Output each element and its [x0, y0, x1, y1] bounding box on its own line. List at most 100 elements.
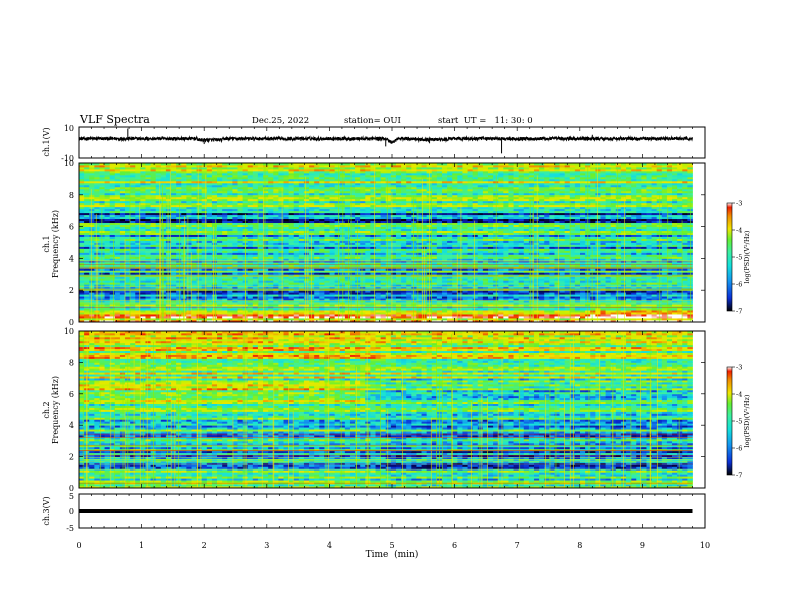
- spectrogram-cell: [390, 320, 397, 323]
- spectrogram-cell: [605, 314, 612, 317]
- spectrogram-cell: [534, 314, 540, 317]
- spectrogram-cell: [416, 318, 422, 321]
- spectrogram-cell: [375, 318, 382, 321]
- spectrogram-cell: [672, 310, 678, 313]
- spectrogram-cell: [125, 312, 131, 315]
- spectrogram-cell: [406, 314, 412, 317]
- spectrogram-cell: [293, 314, 300, 317]
- spectrogram-cell: [615, 318, 622, 321]
- spectrogram-cell: [687, 316, 693, 319]
- spectrogram-cell: [288, 316, 295, 319]
- spectrogram-cell: [329, 314, 336, 317]
- spectrogram-cell: [191, 320, 197, 323]
- spectrogram-cell: [181, 314, 187, 317]
- spectrogram-cell: [467, 316, 474, 319]
- spectrogram-cell: [554, 314, 560, 317]
- spectrogram-cell: [416, 308, 422, 311]
- spectrogram-cell: [191, 318, 197, 321]
- spectrogram-cell: [574, 316, 581, 319]
- spectrogram-cell: [119, 304, 126, 307]
- spectrogram-cell: [518, 310, 525, 313]
- spectrogram-cell: [94, 314, 100, 317]
- spectrogram-cell: [334, 308, 341, 311]
- spectrogram-cell: [441, 316, 448, 319]
- spectrogram-cell: [682, 310, 688, 313]
- spectrogram-cell: [385, 310, 392, 313]
- spectrogram-cell: [247, 320, 254, 323]
- spectrogram-cell: [344, 314, 351, 317]
- spectrogram-cell: [472, 318, 479, 321]
- spectrogram-cell: [528, 312, 535, 315]
- spectrogram-cell: [569, 318, 576, 321]
- date-label: Dec.25, 2022: [252, 116, 309, 126]
- spectrogram-cell: [278, 314, 284, 317]
- spectrogram-cell: [181, 308, 187, 311]
- spectrogram-cell: [687, 314, 693, 317]
- spectrogram-cell: [79, 316, 85, 319]
- spectrogram-cell: [620, 318, 627, 321]
- spectrogram-cell: [380, 318, 387, 321]
- spectrogram-cell: [344, 318, 351, 321]
- spectrogram-cell: [135, 310, 141, 313]
- spectrogram-cell: [252, 304, 259, 307]
- spectrogram-cell: [523, 312, 530, 315]
- spectrogram-cell: [252, 320, 259, 323]
- spectrogram-cell: [411, 316, 417, 319]
- spectrogram-cell: [165, 316, 172, 319]
- spectrogram-cell: [672, 320, 678, 323]
- spectrogram-cell: [247, 314, 254, 317]
- spectrogram-cell: [482, 320, 489, 323]
- spectrogram-cell: [375, 316, 382, 319]
- spectrogram-cell: [344, 320, 351, 323]
- spectrogram-cell: [130, 308, 136, 311]
- spectrogram-cell: [176, 308, 182, 311]
- spectrogram-cell: [528, 314, 535, 317]
- spectrogram-cell: [237, 312, 243, 315]
- spectrogram-cell: [89, 308, 95, 311]
- spectrogram-cell: [498, 308, 504, 311]
- spectrogram-cell: [447, 316, 453, 319]
- spectrogram-cell: [518, 314, 525, 317]
- spectrogram-cell: [401, 310, 407, 313]
- spectrogram-cell: [595, 318, 601, 321]
- spectrogram-cell: [370, 312, 376, 315]
- spectrogram-cell: [309, 310, 315, 313]
- spectrogram-cell: [462, 312, 468, 315]
- spectrogram-cell: [145, 304, 151, 307]
- spectrogram-cell: [201, 304, 208, 307]
- spectrogram-cell: [610, 308, 617, 311]
- spectrogram-cell: [293, 320, 300, 323]
- spectrogram-cell: [365, 310, 371, 313]
- spectrogram-cell: [232, 320, 238, 323]
- spectrogram-cell: [237, 308, 243, 311]
- spectrogram-cell: [651, 316, 658, 319]
- spectrogram-cell: [482, 312, 489, 315]
- spectrogram-cell: [273, 316, 279, 319]
- spectrogram-cell: [564, 310, 571, 313]
- start-time-label: start UT = 11: 30: 0: [438, 116, 533, 126]
- spectrogram-cell: [544, 320, 550, 323]
- spectrogram-cell: [672, 308, 678, 311]
- spectrogram-cell: [539, 312, 545, 315]
- spectrogram-cell: [314, 304, 320, 307]
- spectrogram-cell: [441, 312, 448, 315]
- spectrogram-cell: [196, 318, 203, 321]
- spectrogram-cell: [232, 312, 238, 315]
- spectrogram-cell: [385, 308, 392, 311]
- spectrogram-cell: [646, 312, 652, 315]
- spectrogram-cell: [672, 318, 678, 321]
- spectrogram-cell: [615, 320, 622, 323]
- spectrogram-cell: [181, 316, 187, 319]
- spectrogram-cell: [626, 318, 632, 321]
- spectrogram-cell: [298, 304, 305, 307]
- spectrogram-cell: [150, 314, 157, 317]
- spectrogram-cell: [528, 308, 535, 311]
- spectrogram-cell: [109, 312, 116, 315]
- spectrogram-cell: [375, 320, 382, 323]
- spectrogram-cell: [549, 318, 555, 321]
- spectrogram-cell: [401, 312, 407, 315]
- spectrogram-cell: [615, 314, 622, 317]
- spectrogram-cell: [528, 310, 535, 313]
